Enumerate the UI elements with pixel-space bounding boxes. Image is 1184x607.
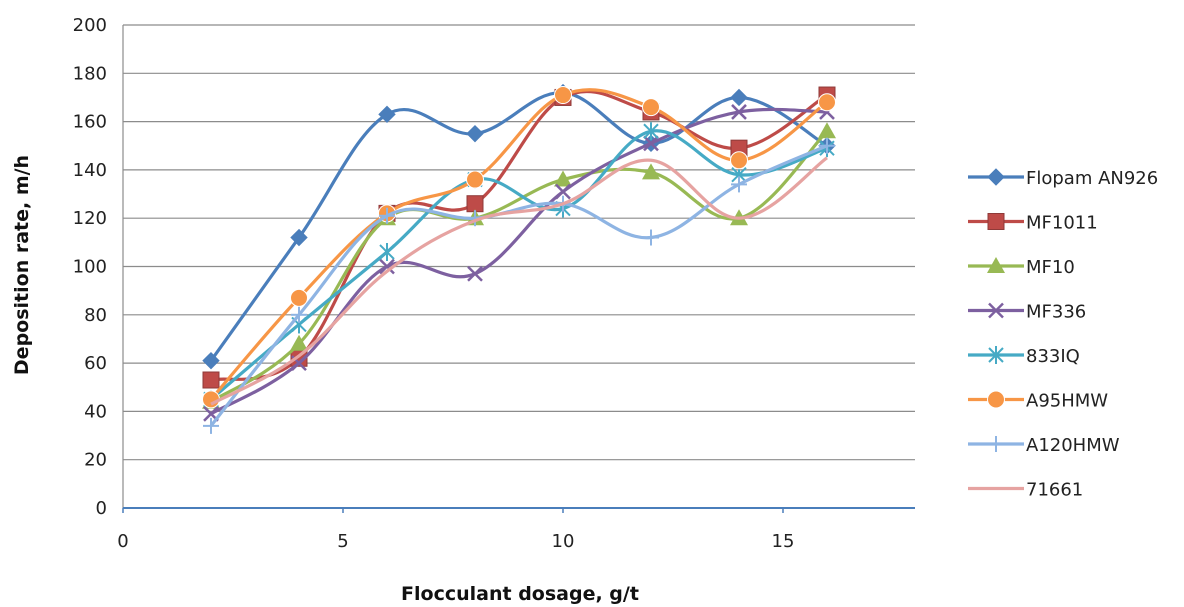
legend-entry-833iq: 833IQ [968, 346, 1080, 367]
legend-label: 71661 [1026, 480, 1083, 501]
legend-label: MF336 [1026, 302, 1086, 323]
data-point-flopam-an926 [730, 88, 748, 107]
series-a120hmw [203, 137, 835, 434]
data-point-flopam-an926 [466, 124, 484, 143]
data-point-mf1011 [202, 371, 220, 389]
y-tick-label: 100 [73, 257, 107, 278]
y-tick-label: 140 [73, 160, 107, 181]
marker-stroke [467, 265, 483, 282]
y-tick-label: 160 [73, 112, 107, 133]
x-tick-label: 5 [337, 531, 348, 552]
legend-marker [987, 168, 1005, 186]
data-point-mf10 [642, 163, 660, 180]
y-tick-label: 60 [84, 353, 107, 374]
series-layer [202, 83, 836, 434]
data-point-a95hmw [554, 86, 572, 105]
series-line-71661 [210, 156, 828, 406]
marker-stroke [731, 104, 747, 120]
legend-entry-mf336: MF336 [968, 302, 1086, 323]
legend: Flopam AN926 MF1011 MF10 MF336 833IQ A95HMW A1… [968, 168, 1158, 501]
legend-marker [988, 436, 1004, 452]
x-tick-label: 0 [117, 531, 128, 552]
legend-entry-71661: 71661 [968, 480, 1083, 501]
x-tick-label: 10 [552, 531, 575, 552]
data-point-a120hmw [379, 207, 395, 224]
marker-stroke [203, 405, 219, 422]
grid-lines [123, 24, 915, 461]
data-point-flopam-an926 [202, 351, 220, 370]
y-tick-label: 20 [84, 450, 107, 471]
legend-entry-mf10: MF10 [968, 257, 1075, 278]
y-tick-label: 80 [84, 305, 107, 326]
axes: 0 20 40 60 80 100 120 140 160 180 200 0 5 10 15 [73, 15, 915, 552]
legend-marker [988, 346, 1004, 364]
legend-marker [987, 390, 1005, 409]
data-point-a120hmw [819, 137, 835, 154]
data-point-a120hmw [643, 229, 659, 246]
data-point-mf336 [731, 104, 747, 120]
data-point-a95hmw [818, 93, 836, 112]
y-tick-label: 40 [84, 401, 107, 422]
y-tick-label: 200 [73, 15, 107, 36]
data-point-mf10 [818, 122, 836, 139]
data-point-a95hmw [466, 170, 484, 189]
data-point-a95hmw [730, 151, 748, 170]
legend-label: A120HMW [1026, 435, 1120, 456]
series-line-a120hmw [209, 144, 828, 427]
legend-marker [987, 257, 1005, 273]
legend-marker [988, 302, 1004, 319]
data-point-a95hmw [642, 98, 660, 117]
data-point-mf336 [555, 183, 571, 200]
legend-label: MF10 [1026, 257, 1075, 278]
data-point-flopam-an926 [290, 228, 308, 247]
marker-stroke [291, 355, 307, 371]
marker-stroke [555, 183, 571, 200]
marker-stroke [379, 258, 395, 275]
data-point-a120hmw [203, 417, 219, 434]
data-point-833iq [379, 243, 395, 262]
marker-stroke [988, 302, 1004, 319]
legend-label: MF1011 [1026, 213, 1098, 234]
data-point-mf336 [467, 265, 483, 282]
legend-entry-flopam-an926: Flopam AN926 [968, 168, 1158, 189]
data-point-a95hmw [202, 390, 220, 409]
data-point-mf10 [554, 170, 572, 187]
legend-marker [987, 213, 1005, 230]
legend-label: 833IQ [1026, 346, 1080, 367]
marker-stroke [643, 135, 659, 152]
y-tick-label: 180 [73, 63, 107, 84]
y-tick-label: 120 [73, 208, 107, 229]
data-point-a120hmw [731, 176, 747, 193]
legend-entry-mf1011: MF1011 [968, 213, 1098, 234]
data-point-mf336 [643, 135, 659, 152]
data-point-mf336 [379, 258, 395, 275]
y-tick-label: 0 [96, 498, 107, 519]
series-line-mf1011 [210, 89, 828, 382]
x-tick-label: 15 [772, 531, 795, 552]
legend-entry-a120hmw: A120HMW [968, 435, 1120, 456]
y-axis-title: Deposition rate, m/h [11, 155, 33, 375]
legend-label: A95HMW [1026, 391, 1108, 412]
series-a95hmw [202, 86, 836, 409]
series-71661 [210, 156, 828, 406]
data-point-mf10 [290, 334, 308, 351]
series-line-833iq [209, 129, 828, 401]
legend-entry-a95hmw: A95HMW [968, 390, 1108, 412]
series-line-mf336 [210, 107, 828, 416]
data-point-a95hmw [290, 288, 308, 307]
x-axis-title: Flocculant dosage, g/t [401, 583, 639, 605]
data-point-a120hmw [291, 306, 307, 323]
data-point-flopam-an926 [378, 105, 396, 124]
data-point-833iq [643, 122, 659, 141]
legend-label: Flopam AN926 [1026, 168, 1158, 189]
